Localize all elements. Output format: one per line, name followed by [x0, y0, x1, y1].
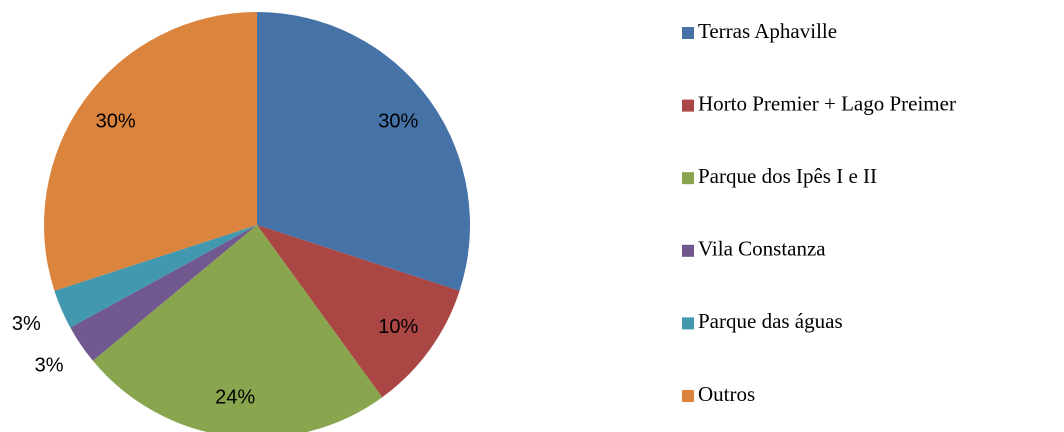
pie-slice — [257, 12, 470, 291]
data-label: 30% — [378, 111, 418, 133]
legend-label: Outros — [698, 382, 755, 406]
legend-label: Vila Constanza — [698, 237, 826, 261]
pie-slice — [54, 225, 258, 328]
legend-swatch — [682, 390, 694, 402]
pie-slice — [70, 225, 257, 361]
pie-slice — [43, 12, 257, 291]
pie-slice — [257, 225, 460, 398]
data-label: 30% — [96, 111, 136, 133]
legend-swatch — [682, 27, 694, 39]
legend-swatch — [682, 172, 694, 185]
data-label: 24% — [215, 387, 255, 409]
legend-swatch — [682, 99, 694, 112]
data-label: 3% — [12, 313, 41, 335]
legend-label: Horto Premier + Lago Preimer — [698, 91, 956, 115]
data-label: 3% — [35, 355, 64, 377]
legend-swatch — [682, 244, 694, 257]
legend-label: Parque dos Ipês I e II — [698, 164, 877, 188]
legend-label: Terras Aphaville — [698, 19, 837, 43]
legend-swatch — [682, 317, 694, 330]
data-label: 10% — [378, 316, 418, 338]
pie-slice — [92, 225, 383, 432]
legend-label: Parque das águas — [698, 309, 843, 333]
